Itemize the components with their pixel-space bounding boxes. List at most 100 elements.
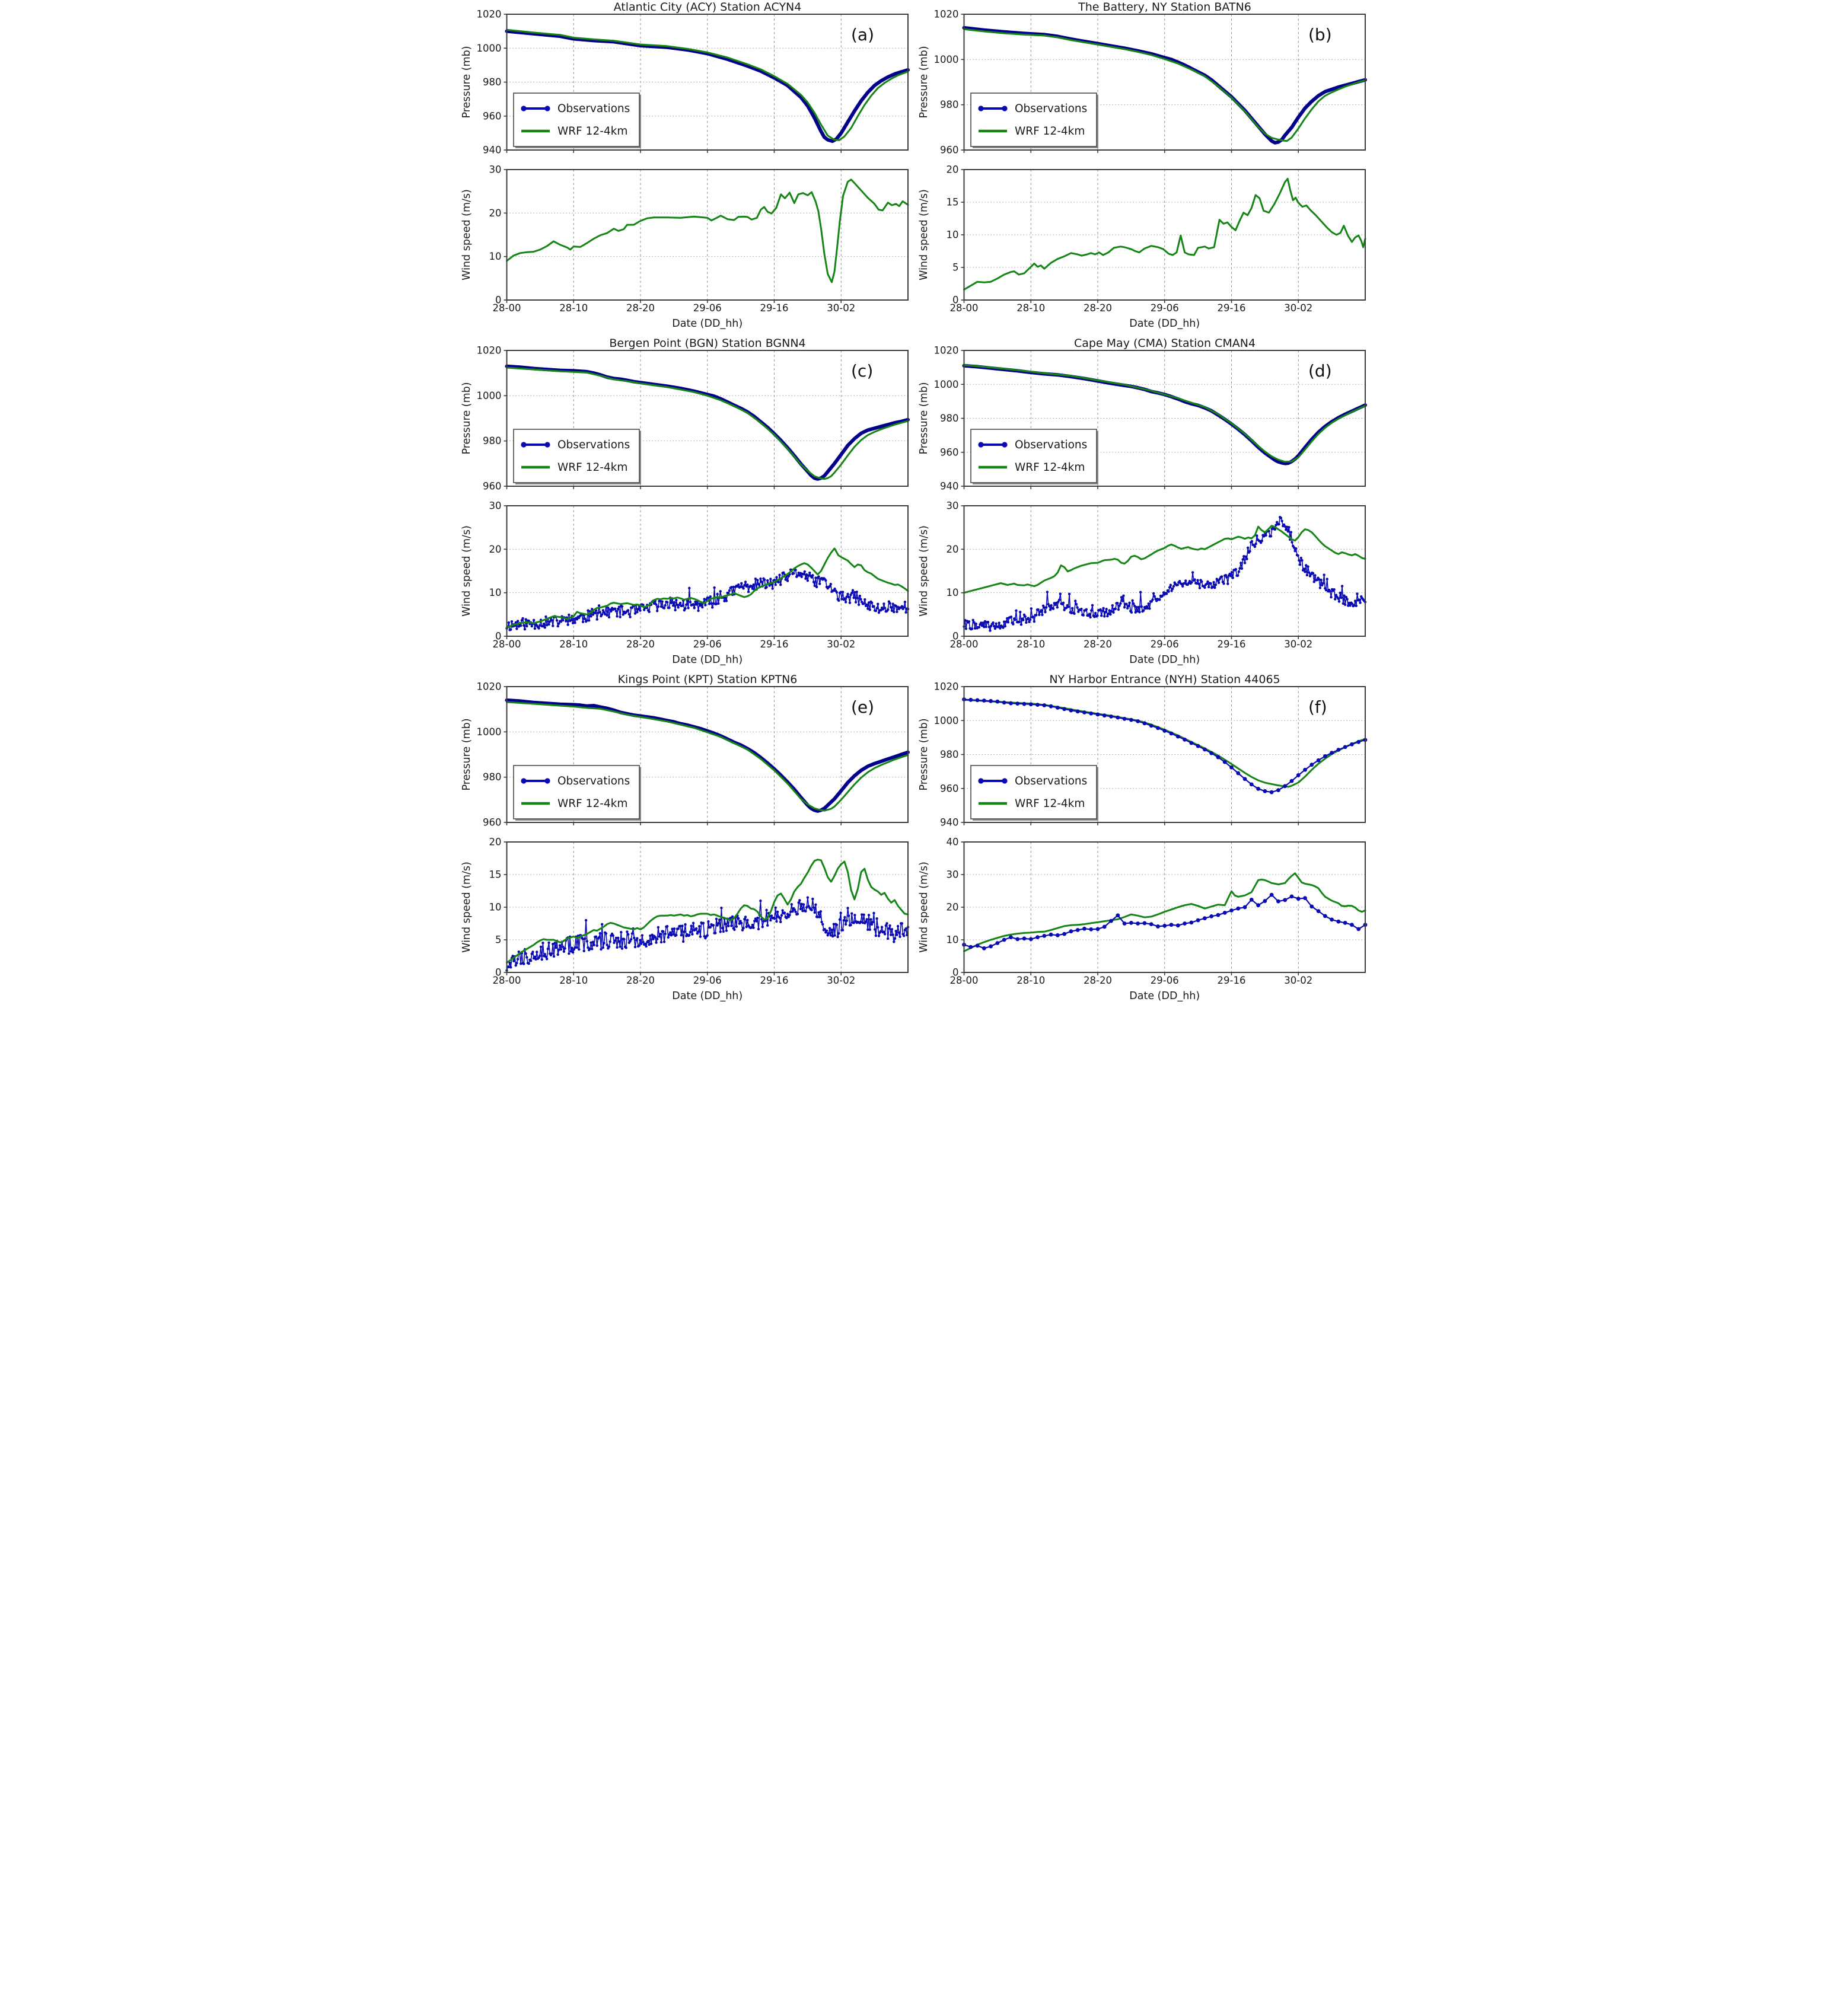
legend: Observations WRF 12-4km (970, 765, 1098, 821)
y-tick-label: 960 (940, 783, 959, 794)
observation-marker (992, 621, 995, 624)
observation-marker (780, 914, 783, 917)
panel-title: Bergen Point (BGN) Station BGNN4 (609, 337, 806, 350)
observation-marker (527, 962, 530, 965)
x-tick-label: 28-20 (626, 302, 655, 314)
observation-marker (872, 605, 875, 608)
observation-marker (1323, 914, 1327, 918)
axis-ticks: 0 10 20 30 28-00 28-10 28-20 29-06 29-16 30-02 (489, 500, 856, 650)
observation-marker (721, 927, 724, 930)
observation-marker (751, 923, 754, 927)
observation-marker (626, 930, 629, 933)
panel-letter: (d) (1308, 361, 1332, 381)
observation-marker (1082, 710, 1086, 714)
observation-marker (539, 945, 543, 949)
y-axis-label: Wind speed (m/s) (461, 189, 473, 280)
observation-marker (1334, 594, 1338, 596)
observation-marker (903, 600, 907, 604)
axis-ticks: 960 980 1000 1020 (477, 345, 842, 492)
observation-marker (516, 620, 520, 623)
observation-marker (1171, 587, 1174, 591)
observation-marker (865, 603, 868, 606)
x-tick-label: 28-00 (493, 975, 521, 986)
observation-marker (1043, 606, 1046, 609)
observation-marker (1117, 608, 1120, 611)
observation-marker (620, 947, 624, 950)
observation-marker (883, 933, 887, 936)
observation-marker (877, 602, 880, 605)
panel-letter: (c) (851, 361, 874, 381)
observation-marker (731, 915, 734, 918)
observation-marker (664, 604, 667, 607)
observation-marker (1049, 608, 1052, 611)
series (505, 28, 910, 143)
observation-marker (1289, 531, 1293, 534)
observation-marker (1138, 611, 1141, 614)
observation-marker (566, 623, 569, 626)
observation-marker (699, 935, 702, 938)
observation-marker (706, 934, 709, 937)
observation-marker (1249, 897, 1254, 902)
observation-marker (633, 945, 637, 949)
observation-marker (1120, 596, 1123, 599)
observation-marker (617, 607, 620, 611)
observation-marker (708, 602, 711, 605)
observation-marker (1242, 555, 1245, 558)
observation-marker (1100, 614, 1103, 617)
observation-marker (702, 921, 705, 925)
wrf-line (506, 366, 909, 480)
observation-marker (1311, 572, 1315, 575)
observation-marker (1209, 582, 1212, 585)
observation-marker (1283, 784, 1288, 789)
observation-marker (1095, 927, 1100, 932)
observation-marker (1070, 607, 1074, 610)
observation-marker (1312, 580, 1315, 583)
observation-marker (1222, 582, 1225, 585)
observation-marker (1114, 607, 1117, 611)
observation-marker (810, 908, 813, 911)
observation-marker (1216, 755, 1221, 760)
observation-marker (753, 920, 756, 923)
observation-marker (875, 607, 878, 610)
observation-marker (1022, 936, 1027, 941)
x-tick-label: 29-16 (760, 639, 789, 650)
observation-marker (1049, 704, 1053, 709)
y-tick-label: 1000 (934, 715, 959, 726)
x-tick-label: 30-02 (1284, 975, 1312, 986)
observation-marker (813, 584, 816, 588)
observation-marker (1246, 546, 1250, 550)
observation-marker (814, 903, 817, 906)
observation-marker (845, 595, 849, 598)
observation-marker (1181, 585, 1184, 588)
observation-marker (1129, 921, 1133, 925)
observation-marker (788, 914, 791, 917)
observation-marker (672, 933, 675, 936)
observation-marker (1057, 598, 1061, 601)
observation-marker (1175, 734, 1180, 739)
observation-marker (1055, 706, 1060, 710)
observation-marker (1028, 618, 1032, 621)
observation-marker (798, 574, 801, 577)
observation-marker (984, 625, 987, 629)
observation-marker (1309, 763, 1314, 767)
x-axis-label: Date (DD_hh) (672, 318, 743, 330)
observation-marker (538, 954, 541, 958)
observation-marker (584, 617, 587, 620)
wrf-line (963, 525, 1366, 594)
y-tick-label: 10 (489, 587, 502, 598)
observation-marker (883, 607, 887, 610)
observation-marker (614, 936, 618, 940)
observation-marker (1096, 614, 1099, 617)
observation-marker (590, 941, 592, 944)
observation-marker (835, 923, 839, 927)
observation-marker (515, 627, 518, 630)
y-tick-label: 1000 (477, 43, 502, 54)
axis-ticks: 0 10 20 30 40 28-00 28-10 28-20 29-06 29-16 30-02 (947, 837, 1313, 987)
observation-marker (744, 580, 747, 583)
observation-marker (521, 617, 524, 620)
x-tick-label: 30-02 (1284, 639, 1312, 650)
observation-marker (1347, 604, 1350, 607)
observation-marker (1033, 620, 1036, 623)
x-tick-label: 29-06 (693, 302, 722, 314)
observation-marker (627, 613, 631, 616)
